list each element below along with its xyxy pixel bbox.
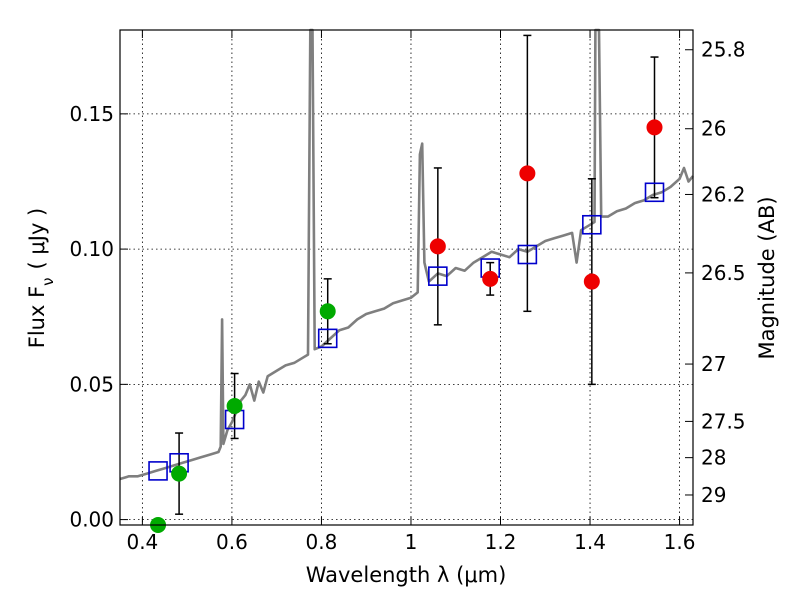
y-axis-title: Flux Fν ( μJy ) [25, 208, 57, 349]
spectrum-layer [119, 28, 694, 481]
mag-tick-label: 25.8 [701, 38, 746, 62]
plot-frame [119, 29, 694, 526]
model-flux-square [428, 266, 448, 286]
x-tick-label: 1.2 [485, 530, 517, 554]
nir-point [583, 273, 600, 290]
x-tick-label: 1.4 [574, 530, 606, 554]
model-flux-square [644, 182, 665, 203]
mag-tick-label: 27.5 [701, 409, 746, 433]
model-flux-square [517, 244, 538, 265]
optical-point [226, 397, 243, 414]
y-axis-title-main: Flux F [25, 286, 49, 348]
y-tick-label: 0.15 [69, 102, 114, 126]
mag-tick-label: 28 [701, 446, 726, 470]
tick-marks [120, 30, 693, 525]
y-tick-label: 0.05 [69, 372, 114, 396]
x-tick-label: 1.6 [664, 530, 696, 554]
mag-tick-label: 26.5 [701, 261, 746, 285]
nir-point [646, 119, 663, 136]
svg-text:Flux Fν( μJy ): Flux Fν ( μJy ) [25, 208, 57, 349]
mag-tick-label: 26 [701, 117, 726, 141]
x-tick-label: 0.8 [306, 530, 338, 554]
tick-labels: 0.4 0.6 0.8 1 1.2 1.4 1.6 0.00 0.05 0.10 0.15 25.8 2… [69, 38, 745, 554]
observed-points-layer [150, 119, 663, 533]
nir-point [482, 270, 499, 287]
y-tick-label: 0.10 [69, 237, 114, 261]
y-axis-title-subscript: ν [39, 277, 57, 285]
x-tick-label: 0.4 [126, 530, 158, 554]
model-flux-square [582, 214, 602, 235]
x-tick-label: 1 [405, 530, 418, 554]
nir-point [429, 238, 446, 255]
model-flux-square [148, 461, 168, 481]
nir-point [519, 165, 536, 182]
mag-tick-label: 27 [701, 352, 726, 376]
grid-lines [120, 30, 693, 525]
y-axis-title-unit: ( μJy ) [25, 208, 49, 270]
model-spectrum-line [119, 28, 694, 481]
right-axis-title: Magnitude (AB) [755, 196, 779, 359]
y-tick-label: 0.00 [69, 508, 114, 532]
optical-point [319, 303, 336, 320]
mag-tick-label: 29 [701, 483, 726, 507]
model-flux-square [317, 328, 338, 349]
right-axis-title-group: Magnitude (AB) [755, 196, 779, 359]
mag-tick-label: 26.2 [701, 182, 746, 206]
x-tick-label: 0.6 [216, 530, 248, 554]
x-axis-title: Wavelength λ (μm) [306, 563, 507, 587]
optical-point [171, 465, 188, 482]
